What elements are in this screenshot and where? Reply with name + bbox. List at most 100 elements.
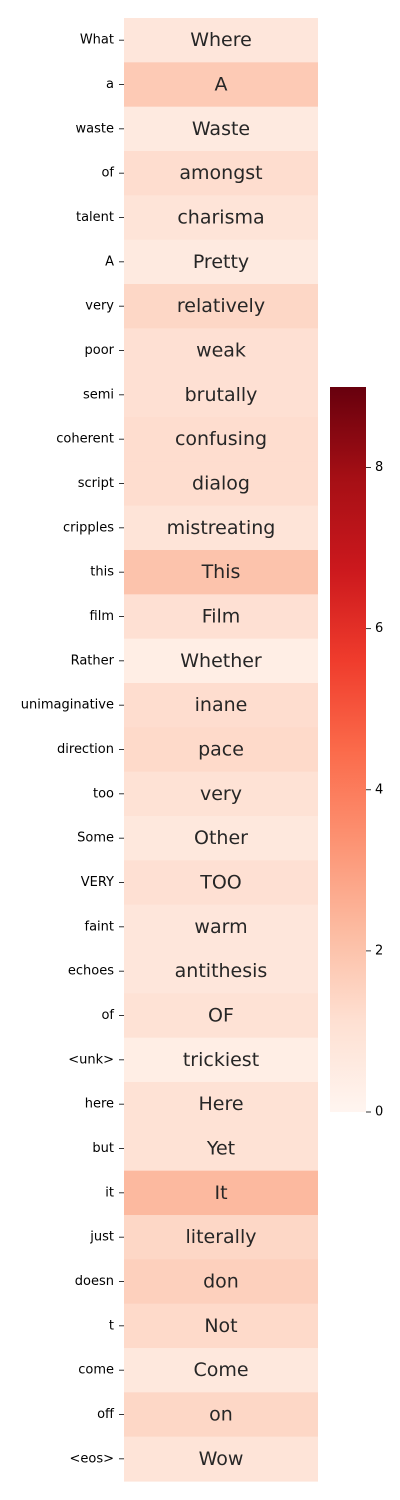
row-label: come <box>78 1363 114 1378</box>
row-label: of <box>101 166 114 181</box>
heatmap-cell <box>124 106 318 152</box>
cell-label: Waste <box>192 118 250 140</box>
colorbar-tick-label: 0 <box>375 1105 383 1120</box>
colorbar-tick-label: 4 <box>375 782 383 797</box>
cell-label: Whether <box>180 650 262 672</box>
cell-label: Come <box>193 1359 248 1381</box>
heatmap-cell <box>124 683 318 728</box>
heatmap-cell <box>124 1037 318 1083</box>
cell-label: very <box>200 783 242 805</box>
row-label: faint <box>85 919 115 934</box>
row-label: What <box>80 33 114 48</box>
cell-label: Other <box>194 827 248 849</box>
cell-label: charisma <box>177 207 264 229</box>
cell-label: OF <box>208 1005 234 1027</box>
heatmap-cell <box>124 18 318 63</box>
cell-label: Where <box>190 29 252 51</box>
cell-label: don <box>203 1271 239 1293</box>
row-label: Some <box>77 831 114 846</box>
cell-label: dialog <box>192 473 250 495</box>
row-label: cripples <box>63 520 114 535</box>
cell-label: brutally <box>185 384 258 406</box>
colorbar-tick-label: 2 <box>375 943 383 958</box>
heatmap-cell <box>124 461 318 507</box>
heatmap-cell <box>124 284 318 329</box>
heatmap-cell <box>124 993 318 1039</box>
row-label: echoes <box>68 964 114 979</box>
row-label: doesn <box>75 1274 114 1289</box>
row-label: it <box>105 1185 114 1200</box>
cell-label: pace <box>198 739 244 761</box>
row-label: script <box>78 476 114 491</box>
cell-label: antithesis <box>175 960 268 982</box>
row-label: talent <box>76 210 114 225</box>
row-label: t <box>109 1318 114 1333</box>
heatmap-cell <box>124 1348 318 1393</box>
row-label: but <box>92 1141 114 1156</box>
cell-label: warm <box>194 916 247 938</box>
cell-label: Not <box>204 1315 237 1337</box>
heatmap-cell <box>124 550 318 595</box>
cell-label: Pretty <box>193 251 249 273</box>
heatmap-cell <box>124 1303 318 1349</box>
cell-label: It <box>214 1182 227 1204</box>
heatmap-cell <box>124 949 318 994</box>
row-label: unimaginative <box>21 698 114 713</box>
row-label: too <box>93 786 114 801</box>
colorbar-tick-label: 6 <box>375 621 383 636</box>
row-label: semi <box>83 387 114 402</box>
heatmap-cell <box>124 771 318 817</box>
heatmap-cell <box>124 505 318 551</box>
heatmap-cell <box>124 1259 318 1305</box>
heatmap-cell <box>124 1215 318 1260</box>
row-label: just <box>89 1230 114 1245</box>
heatmap-cell <box>124 816 318 861</box>
cell-label: A <box>215 74 228 96</box>
row-label: off <box>97 1407 115 1422</box>
heatmap-cell <box>124 195 318 241</box>
cell-label: mistreating <box>167 517 276 539</box>
heatmap-cells: Where A Waste amongst charisma Pretty relative… <box>124 18 318 1482</box>
row-label: a <box>106 77 114 92</box>
row-label: <unk> <box>68 1052 114 1067</box>
heatmap-cell <box>124 1436 318 1482</box>
cell-label: trickiest <box>183 1049 259 1071</box>
cell-label: weak <box>196 340 246 362</box>
heatmap-cell <box>124 860 318 906</box>
cell-label: relatively <box>177 295 265 317</box>
row-label: here <box>85 1097 114 1112</box>
cell-label: Here <box>198 1093 243 1115</box>
heatmap-cell <box>124 904 318 950</box>
heatmap-cell <box>124 1126 318 1172</box>
heatmap-cell <box>124 1170 318 1216</box>
cell-label: Film <box>202 606 241 628</box>
heatmap-cell <box>124 1392 318 1438</box>
heatmap-cell <box>124 417 318 462</box>
row-label: poor <box>84 343 114 358</box>
row-label: A <box>105 254 114 269</box>
heatmap-cell <box>124 62 318 108</box>
heatmap-cell <box>124 1082 318 1127</box>
colorbar: 0 2 4 6 8 <box>330 387 383 1120</box>
row-label: <eos> <box>69 1451 114 1466</box>
row-label: film <box>90 609 114 624</box>
row-label: this <box>90 565 114 580</box>
row-label: direction <box>57 742 114 757</box>
heatmap-cell <box>124 239 318 285</box>
row-label: of <box>101 1008 114 1023</box>
cell-label: literally <box>186 1226 257 1248</box>
heatmap-cell <box>124 372 318 418</box>
cell-label: TOO <box>199 872 242 894</box>
cell-label: on <box>209 1404 233 1426</box>
cell-label: amongst <box>179 162 262 184</box>
cell-label: confusing <box>175 428 267 450</box>
colorbar-tick-label: 8 <box>375 460 383 475</box>
row-label: very <box>85 299 114 314</box>
colorbar-gradient <box>330 387 366 1112</box>
heatmap-cell <box>124 594 318 640</box>
row-label: VERY <box>81 875 114 890</box>
heatmap-cell <box>124 638 318 684</box>
heatmap-cell <box>124 328 318 374</box>
